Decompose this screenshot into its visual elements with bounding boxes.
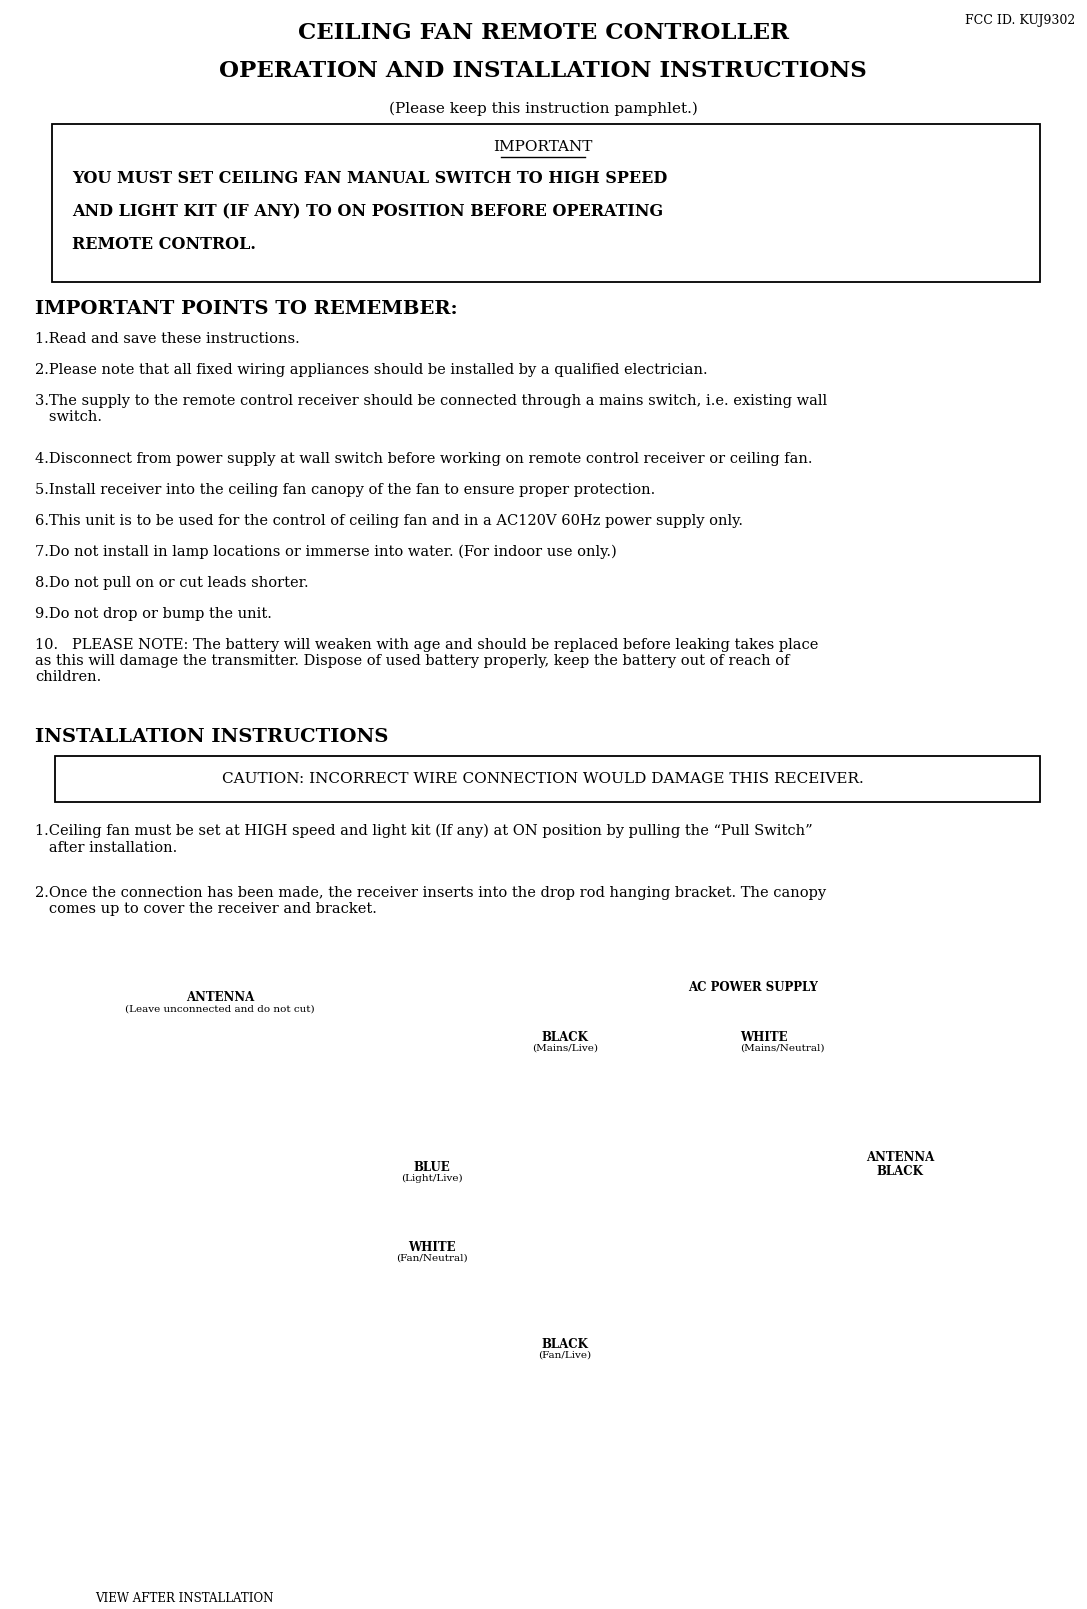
Text: ANTENNA: ANTENNA xyxy=(866,1150,934,1163)
Text: BLACK: BLACK xyxy=(541,1031,588,1044)
Bar xyxy=(52,124,1040,282)
Text: IMPORTANT: IMPORTANT xyxy=(493,140,592,154)
Text: 2.Once the connection has been made, the receiver inserts into the drop rod hang: 2.Once the connection has been made, the… xyxy=(35,887,826,916)
Text: 8.Do not pull on or cut leads shorter.: 8.Do not pull on or cut leads shorter. xyxy=(35,576,309,591)
Text: ANTENNA: ANTENNA xyxy=(186,991,254,1004)
Text: VIEW AFTER INSTALLATION: VIEW AFTER INSTALLATION xyxy=(95,1591,273,1606)
Text: (Fan/Neutral): (Fan/Neutral) xyxy=(396,1253,467,1263)
Text: IMPORTANT POINTS TO REMEMBER:: IMPORTANT POINTS TO REMEMBER: xyxy=(35,299,458,319)
Text: FCC ID. KUJ9302: FCC ID. KUJ9302 xyxy=(965,14,1075,27)
Text: OPERATION AND INSTALLATION INSTRUCTIONS: OPERATION AND INSTALLATION INSTRUCTIONS xyxy=(220,60,866,82)
Text: 10.   PLEASE NOTE: The battery will weaken with age and should be replaced befor: 10. PLEASE NOTE: The battery will weaken… xyxy=(35,639,819,684)
Text: 7.Do not install in lamp locations or immerse into water. (For indoor use only.): 7.Do not install in lamp locations or im… xyxy=(35,545,616,560)
Text: (Leave unconnected and do not cut): (Leave unconnected and do not cut) xyxy=(125,1006,315,1014)
Text: 1.Ceiling fan must be set at HIGH speed and light kit (If any) at ON position by: 1.Ceiling fan must be set at HIGH speed … xyxy=(35,824,813,854)
Text: AC POWER SUPPLY: AC POWER SUPPLY xyxy=(688,981,817,994)
Text: (Mains/Neutral): (Mains/Neutral) xyxy=(740,1044,825,1052)
Text: INSTALLATION INSTRUCTIONS: INSTALLATION INSTRUCTIONS xyxy=(35,727,388,747)
Text: WHITE: WHITE xyxy=(740,1031,788,1044)
Bar xyxy=(55,756,1040,801)
Text: CEILING FAN REMOTE CONTROLLER: CEILING FAN REMOTE CONTROLLER xyxy=(298,23,788,43)
Text: CAUTION: INCORRECT WIRE CONNECTION WOULD DAMAGE THIS RECEIVER.: CAUTION: INCORRECT WIRE CONNECTION WOULD… xyxy=(222,772,864,787)
Text: AND LIGHT KIT (IF ANY) TO ON POSITION BEFORE OPERATING: AND LIGHT KIT (IF ANY) TO ON POSITION BE… xyxy=(72,203,663,220)
Text: BLACK: BLACK xyxy=(876,1165,924,1178)
Text: 6.This unit is to be used for the control of ceiling fan and in a AC120V 60Hz po: 6.This unit is to be used for the contro… xyxy=(35,513,744,528)
Text: (Mains/Live): (Mains/Live) xyxy=(532,1044,598,1052)
Text: (Light/Live): (Light/Live) xyxy=(401,1175,463,1183)
Text: 4.Disconnect from power supply at wall switch before working on remote control r: 4.Disconnect from power supply at wall s… xyxy=(35,452,812,467)
Text: YOU MUST SET CEILING FAN MANUAL SWITCH TO HIGH SPEED: YOU MUST SET CEILING FAN MANUAL SWITCH T… xyxy=(72,171,667,187)
Text: 2.Please note that all fixed wiring appliances should be installed by a qualifie: 2.Please note that all fixed wiring appl… xyxy=(35,364,708,377)
Text: BLACK: BLACK xyxy=(541,1339,588,1352)
Text: WHITE: WHITE xyxy=(409,1241,455,1253)
Text: 9.Do not drop or bump the unit.: 9.Do not drop or bump the unit. xyxy=(35,607,272,621)
Text: REMOTE CONTROL.: REMOTE CONTROL. xyxy=(72,237,255,253)
Text: (Please keep this instruction pamphlet.): (Please keep this instruction pamphlet.) xyxy=(388,101,698,116)
Text: (Fan/Live): (Fan/Live) xyxy=(538,1352,591,1360)
Text: 3.The supply to the remote control receiver should be connected through a mains : 3.The supply to the remote control recei… xyxy=(35,394,827,425)
Text: 5.Install receiver into the ceiling fan canopy of the fan to ensure proper prote: 5.Install receiver into the ceiling fan … xyxy=(35,483,655,497)
Text: 1.Read and save these instructions.: 1.Read and save these instructions. xyxy=(35,331,300,346)
Text: BLUE: BLUE xyxy=(414,1162,450,1175)
